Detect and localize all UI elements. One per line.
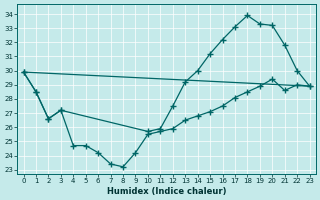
X-axis label: Humidex (Indice chaleur): Humidex (Indice chaleur) — [107, 187, 226, 196]
